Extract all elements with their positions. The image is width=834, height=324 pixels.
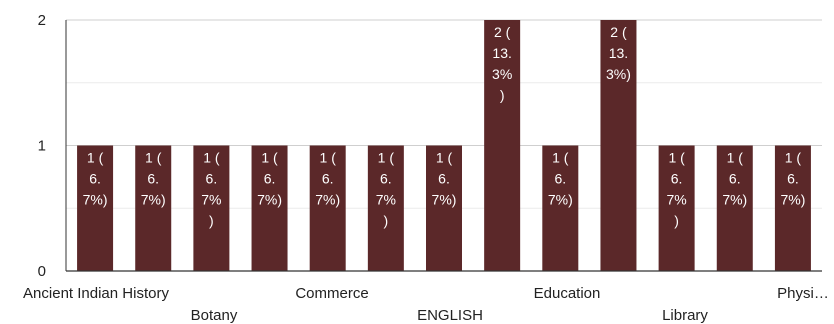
- bar: [193, 145, 230, 271]
- bar-data-label-line: 7%): [83, 192, 108, 208]
- bar-data-label-line: 6.: [206, 171, 218, 187]
- bar: [484, 20, 521, 271]
- bar-data-label-line: 6.: [554, 171, 566, 187]
- y-tick-label: 0: [38, 263, 46, 280]
- y-tick-label: 1: [38, 138, 46, 155]
- bar-data-label: 1 ( 6. 7%): [376, 150, 396, 229]
- bar-data-label-line: 1 (: [203, 150, 220, 166]
- bar-data-label-line: 7%: [666, 192, 686, 208]
- bar-data-label-line: 1 (: [727, 150, 744, 166]
- bar-data-label: 1 ( 6. 7%): [83, 150, 108, 208]
- bar-data-label: 1 ( 6. 7%): [666, 150, 686, 229]
- y-tick-label: 2: [38, 12, 46, 29]
- bar: [658, 145, 695, 271]
- x-tick-label: Botany: [191, 307, 238, 324]
- bar-data-label: 1 ( 6. 7%): [780, 150, 805, 208]
- bar-data-label-line: 7%: [376, 192, 396, 208]
- bar-data-label: 1 ( 6. 7%): [315, 150, 340, 208]
- bar-data-label-line: 1 (: [145, 150, 162, 166]
- bar: [716, 145, 753, 271]
- bar-data-label: 2 ( 13. 3%): [492, 24, 512, 103]
- bar-data-label-line: 7%): [780, 192, 805, 208]
- bar-data-label-line: 7%): [548, 192, 573, 208]
- x-tick-label: Library: [662, 307, 708, 324]
- bar-data-label-line: 6.: [438, 171, 450, 187]
- bar-data-label-line: 7%): [722, 192, 747, 208]
- bar-data-label-line: 2 (: [494, 24, 511, 40]
- bar-data-label-line: 7%): [315, 192, 340, 208]
- bar-data-label-line: 1 (: [378, 150, 395, 166]
- bar-data-label-line: 1 (: [668, 150, 685, 166]
- bar-data-label-line: 1 (: [87, 150, 104, 166]
- bar-data-label-line: 7%): [257, 192, 282, 208]
- bar-data-label-line: 2 (: [610, 24, 627, 40]
- bar-data-label-line: 13.: [609, 45, 628, 61]
- bar-data-label-line: 3%): [606, 66, 631, 82]
- bar: [251, 145, 288, 271]
- bar-data-label-line: 1 (: [436, 150, 453, 166]
- bar: [135, 145, 172, 271]
- bar: [367, 145, 404, 271]
- bar-data-label-line: 7%): [432, 192, 457, 208]
- bar: [774, 145, 811, 271]
- bar-data-label-line: 7%: [201, 192, 221, 208]
- x-tick-label: Physi…: [777, 285, 829, 302]
- bar-data-label-line: 1 (: [320, 150, 337, 166]
- bar: [77, 145, 114, 271]
- bar: [600, 20, 637, 271]
- bar-data-label-line: 6.: [380, 171, 392, 187]
- bar-data-label-line: 13.: [492, 45, 511, 61]
- bar-data-label-line: ): [384, 213, 389, 229]
- bar-data-label: 1 ( 6. 7%): [141, 150, 166, 208]
- bar-data-label-line: 6.: [671, 171, 683, 187]
- bar-data-label-line: ): [209, 213, 214, 229]
- bar-data-label: 2 ( 13. 3%): [606, 24, 631, 82]
- bar-data-label: 1 ( 6. 7%): [201, 150, 221, 229]
- x-tick-label: Ancient Indian History: [23, 285, 169, 302]
- bar-data-label-line: 3%: [492, 66, 512, 82]
- x-tick-label: ENGLISH: [417, 307, 483, 324]
- bar-data-label-line: 1 (: [261, 150, 278, 166]
- bar: [309, 145, 346, 271]
- bar-data-label-line: 6.: [89, 171, 101, 187]
- bar-data-label-line: 1 (: [785, 150, 802, 166]
- bar-data-label-line: ): [500, 87, 505, 103]
- bar-data-label-line: ): [674, 213, 679, 229]
- bar-data-label: 1 ( 6. 7%): [432, 150, 457, 208]
- bar-data-label-line: 6.: [787, 171, 799, 187]
- bar-data-label: 1 ( 6. 7%): [257, 150, 282, 208]
- bar-data-label: 1 ( 6. 7%): [548, 150, 573, 208]
- bar-data-label-line: 6.: [264, 171, 276, 187]
- bar-data-label-line: 7%): [141, 192, 166, 208]
- x-tick-label: Education: [534, 285, 601, 302]
- x-tick-label: Commerce: [295, 285, 368, 302]
- bar: [426, 145, 462, 271]
- bar: [542, 145, 579, 271]
- bar-data-label: 1 ( 6. 7%): [722, 150, 747, 208]
- bar-data-label-line: 6.: [147, 171, 159, 187]
- bar-data-label-line: 6.: [322, 171, 334, 187]
- bar-data-label-line: 1 (: [552, 150, 569, 166]
- bar-data-label-line: 6.: [729, 171, 741, 187]
- bars: 1 ( 6. 7%) 1 ( 6. 7%) 1 ( 6. 7%) 1 ( 6. 7%) 1 ( 6. 7%)…: [77, 20, 811, 271]
